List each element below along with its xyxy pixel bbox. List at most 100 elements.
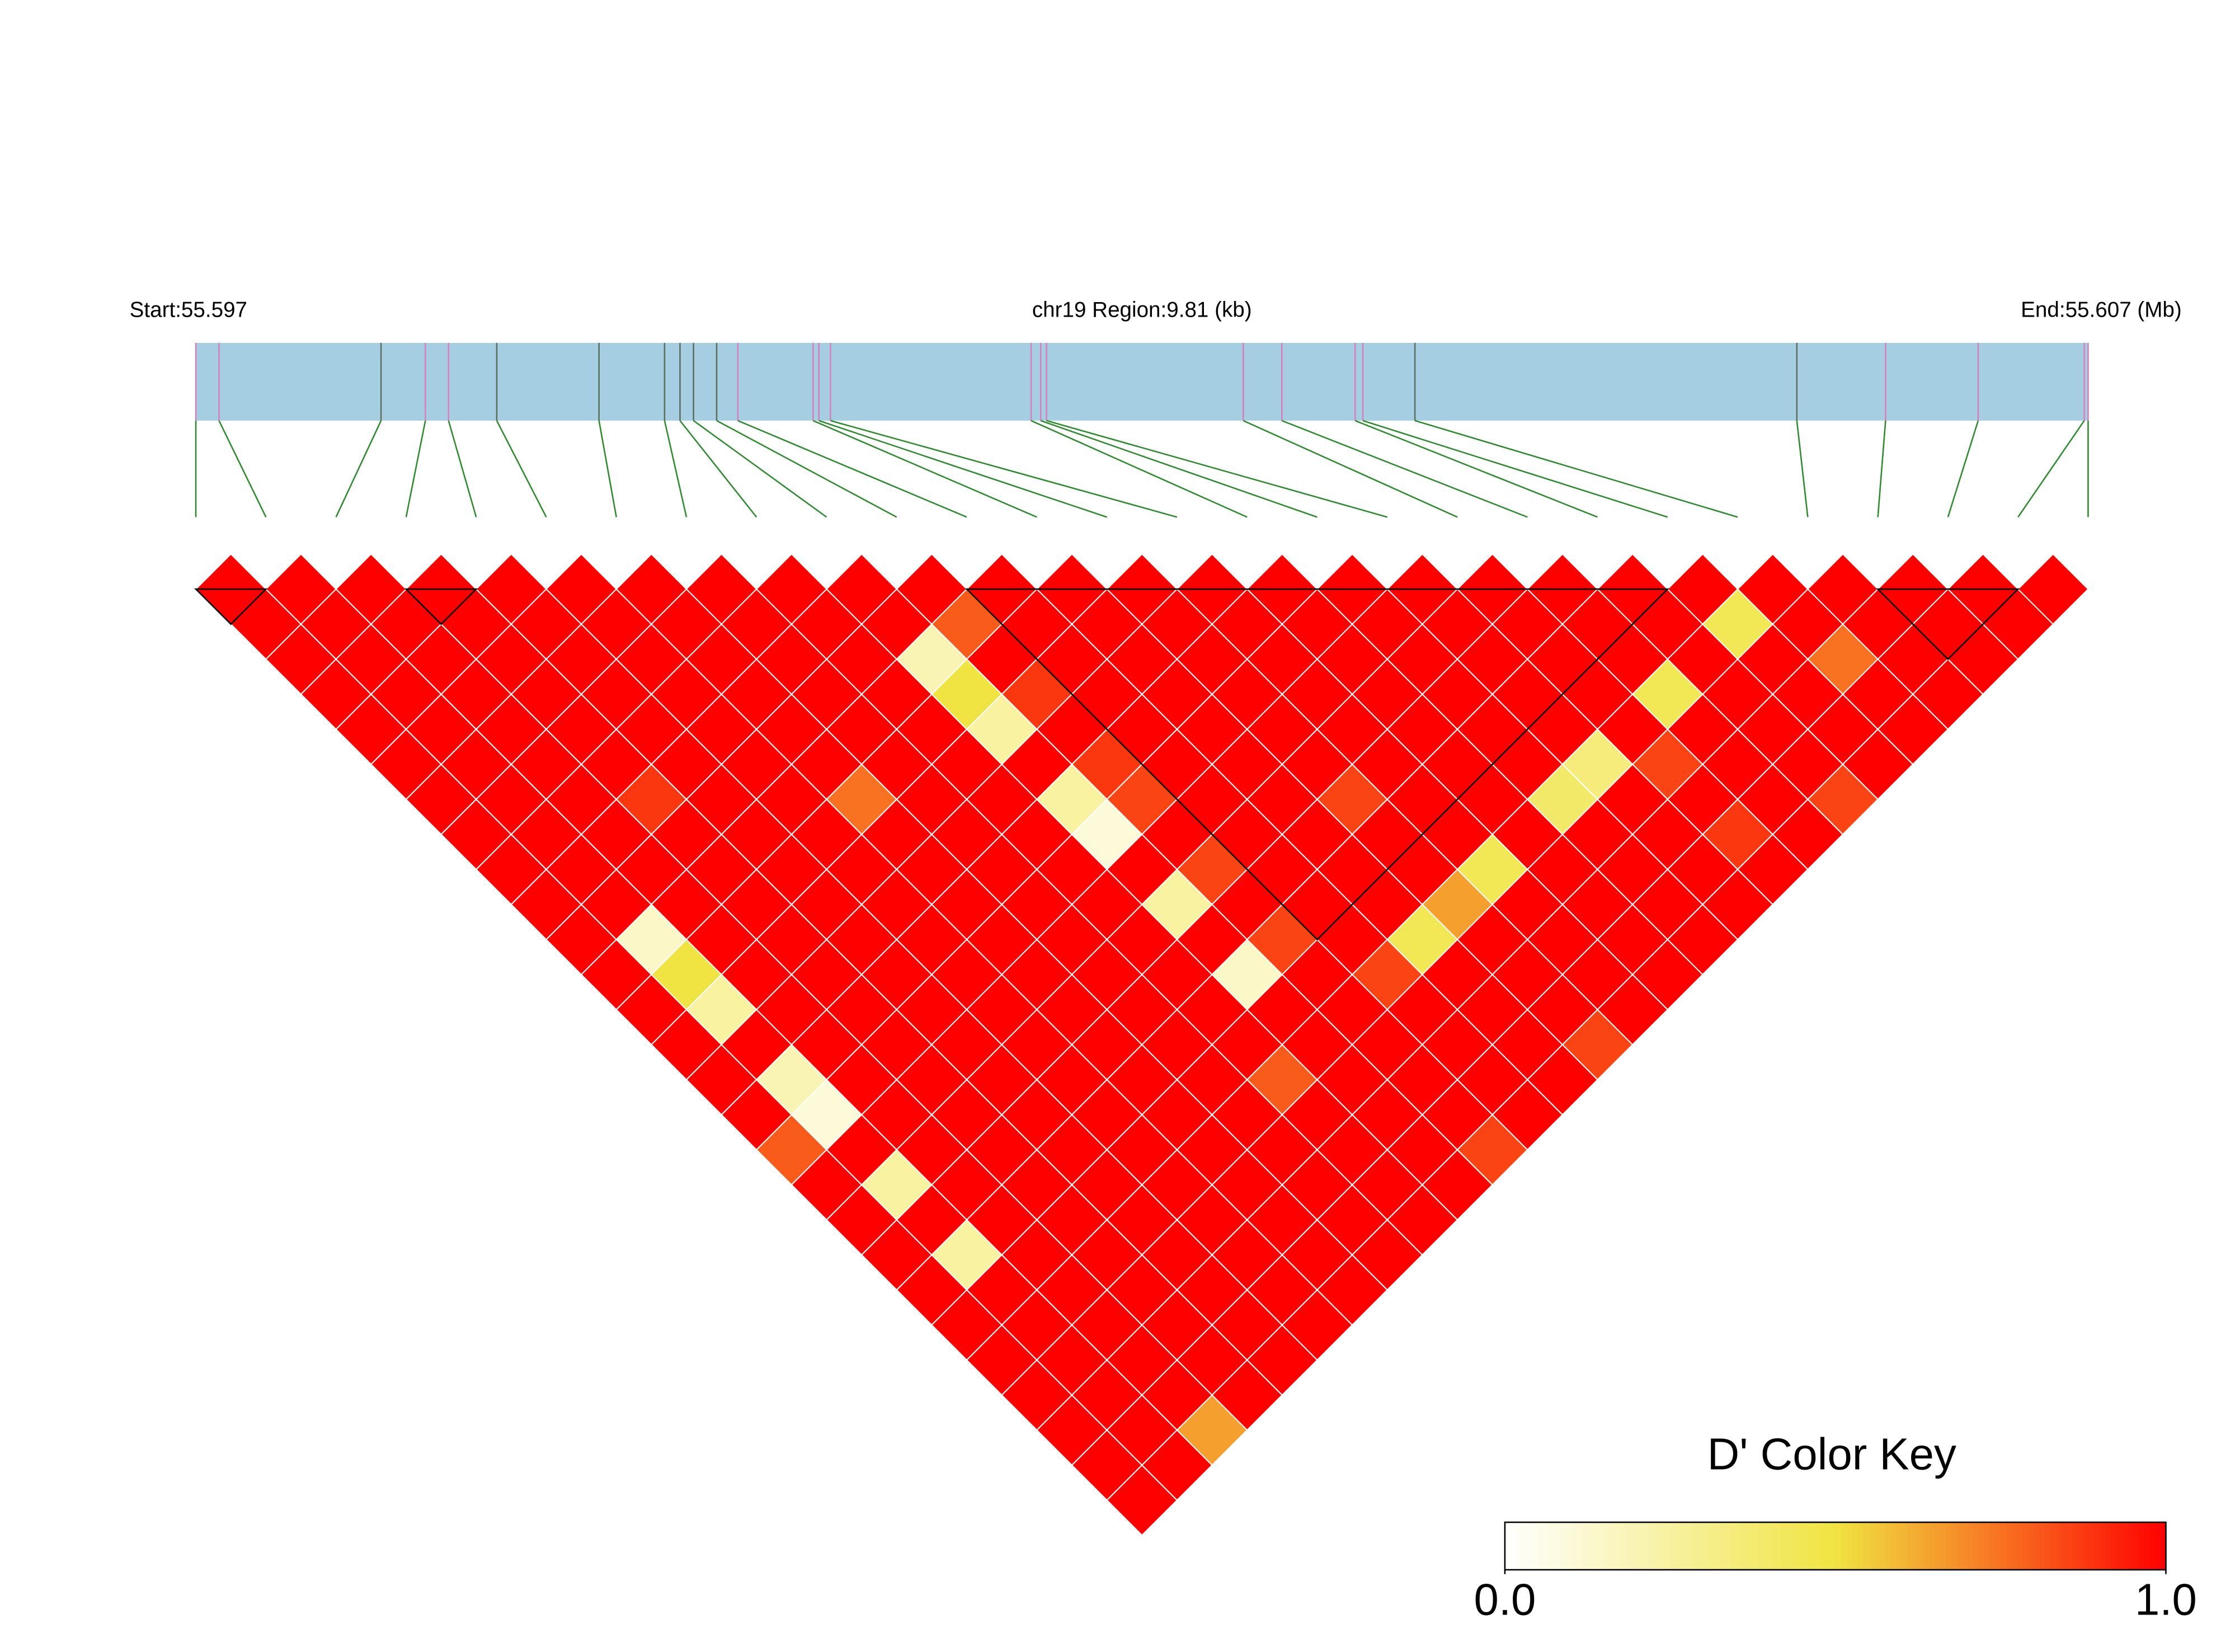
- key-swatch: [1747, 1522, 1754, 1570]
- key-swatch: [2039, 1522, 2045, 1570]
- key-swatch: [1835, 1522, 1842, 1570]
- key-swatch: [1940, 1522, 1946, 1570]
- key-swatch: [1758, 1522, 1765, 1570]
- snp-connector: [1031, 420, 1248, 518]
- key-swatch: [1841, 1522, 1847, 1570]
- key-swatch: [1929, 1522, 1935, 1570]
- key-swatch: [1956, 1522, 1963, 1570]
- snp-connector: [1243, 420, 1458, 518]
- key-swatch: [2077, 1522, 2084, 1570]
- key-swatch: [1984, 1522, 1991, 1570]
- key-swatch: [1824, 1522, 1831, 1570]
- key-swatch: [1736, 1522, 1743, 1570]
- key-swatch: [2072, 1522, 2078, 1570]
- key-swatch: [2017, 1522, 2024, 1570]
- ld-cell: [2017, 553, 2089, 625]
- key-swatch: [1620, 1522, 1627, 1570]
- snp-connector: [1877, 420, 1886, 517]
- snp-connector: [1040, 420, 1318, 518]
- snp-connector: [335, 420, 382, 517]
- snp-connector: [830, 420, 1178, 518]
- key-swatch: [1593, 1522, 1599, 1570]
- key-swatch: [1763, 1522, 1770, 1570]
- key-swatch: [1846, 1522, 1853, 1570]
- key-tick-label: 0.0: [1474, 1574, 1536, 1624]
- snp-connector: [737, 420, 967, 518]
- key-swatch: [1516, 1522, 1522, 1570]
- key-swatch: [1967, 1522, 1974, 1570]
- key-swatch: [2100, 1522, 2106, 1570]
- key-swatch: [2133, 1522, 2139, 1570]
- key-swatch: [1829, 1522, 1836, 1570]
- key-swatch: [1808, 1522, 1814, 1570]
- key-swatch: [1676, 1522, 1682, 1570]
- key-swatch: [1532, 1522, 1539, 1570]
- key-swatch: [2149, 1522, 2156, 1570]
- key-swatch: [1868, 1522, 1875, 1570]
- key-swatch: [2094, 1522, 2101, 1570]
- key-swatch: [1664, 1522, 1671, 1570]
- key-swatch: [1934, 1522, 1941, 1570]
- key-swatch: [2055, 1522, 2062, 1570]
- key-swatch: [1653, 1522, 1660, 1570]
- key-swatch: [1670, 1522, 1677, 1570]
- ld-block: [1876, 588, 2020, 661]
- key-swatch: [1989, 1522, 1996, 1570]
- key-swatch: [1709, 1522, 1715, 1570]
- key-swatch: [2110, 1522, 2117, 1570]
- key-swatch: [1890, 1522, 1897, 1570]
- key-swatch: [1610, 1522, 1616, 1570]
- key-swatch: [1819, 1522, 1825, 1570]
- ld-block: [194, 588, 268, 625]
- ld-block: [964, 588, 1669, 941]
- key-swatch: [1643, 1522, 1649, 1570]
- key-swatch: [1510, 1522, 1517, 1570]
- key-swatch: [1571, 1522, 1577, 1570]
- key-tick-label: 1.0: [2135, 1574, 2197, 1624]
- key-swatch: [1582, 1522, 1588, 1570]
- key-swatch: [1780, 1522, 1787, 1570]
- key-swatch: [1543, 1522, 1550, 1570]
- region-label: chr19 Region:9.81 (kb): [1032, 298, 1252, 322]
- key-swatch: [1719, 1522, 1726, 1570]
- key-swatch: [1857, 1522, 1864, 1570]
- key-swatch: [2144, 1522, 2150, 1570]
- key-swatch: [1504, 1522, 1511, 1570]
- key-swatch: [1752, 1522, 1759, 1570]
- key-swatch: [2022, 1522, 2029, 1570]
- key-swatch: [1901, 1522, 1908, 1570]
- key-swatch: [1951, 1522, 1958, 1570]
- key-swatch: [1978, 1522, 1985, 1570]
- snp-connector: [1354, 420, 1598, 518]
- key-swatch: [1626, 1522, 1632, 1570]
- key-swatch: [1714, 1522, 1720, 1570]
- key-swatch: [1786, 1522, 1792, 1570]
- key-swatch: [1725, 1522, 1731, 1570]
- key-swatch: [1692, 1522, 1698, 1570]
- key-swatch: [1918, 1522, 1925, 1570]
- key-swatch: [1769, 1522, 1776, 1570]
- key-swatch: [2160, 1522, 2167, 1570]
- key-swatch: [1802, 1522, 1809, 1570]
- key-swatch: [1554, 1522, 1561, 1570]
- key-swatch: [1598, 1522, 1605, 1570]
- key-swatch: [1775, 1522, 1781, 1570]
- snp-connector: [1796, 420, 1809, 517]
- key-swatch: [1862, 1522, 1869, 1570]
- key-swatch: [2138, 1522, 2145, 1570]
- key-swatch: [2034, 1522, 2040, 1570]
- key-swatch: [2105, 1522, 2112, 1570]
- key-swatch: [1615, 1522, 1621, 1570]
- key-swatch: [1852, 1522, 1858, 1570]
- key-swatch: [1945, 1522, 1952, 1570]
- key-swatch: [1631, 1522, 1638, 1570]
- key-swatch: [1796, 1522, 1803, 1570]
- snp-connector: [2017, 420, 2085, 518]
- snp-connector: [1414, 420, 1738, 518]
- key-swatch: [2011, 1522, 2018, 1570]
- key-swatch: [1995, 1522, 2002, 1570]
- snp-connector: [448, 420, 477, 517]
- key-swatch: [1648, 1522, 1654, 1570]
